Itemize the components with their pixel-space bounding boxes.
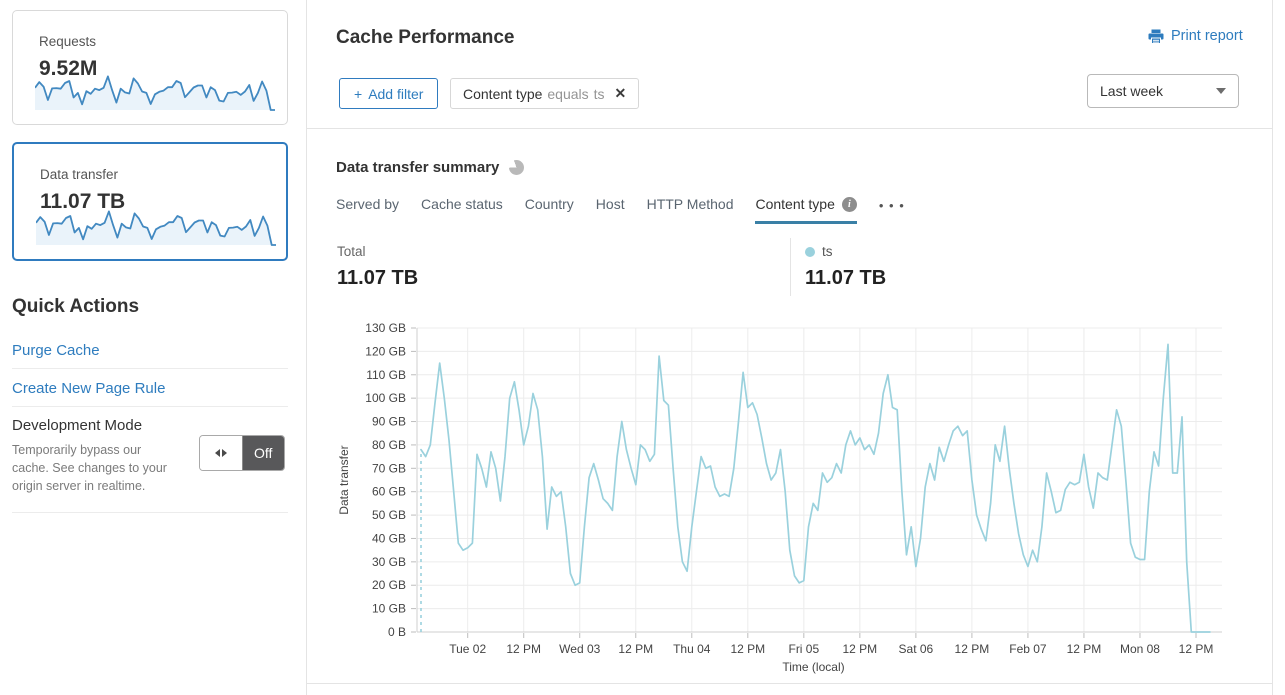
add-filter-button[interactable]: + Add filter bbox=[339, 78, 439, 109]
requests-metric-card[interactable]: Requests 9.52M bbox=[12, 10, 288, 125]
divider bbox=[12, 512, 288, 513]
printer-icon bbox=[1148, 29, 1164, 44]
data-transfer-sparkline bbox=[36, 210, 276, 246]
filter-chip[interactable]: Content type equals ts ✕ bbox=[450, 78, 640, 109]
toggle-off-label[interactable]: Off bbox=[242, 436, 284, 470]
tab-label: Served by bbox=[336, 196, 400, 212]
y-tick-label: 120 GB bbox=[365, 344, 406, 358]
legend-swatch bbox=[805, 246, 815, 257]
x-tick-label: 12 PM bbox=[1067, 642, 1102, 656]
divider bbox=[12, 406, 288, 407]
summary-tabs: Served by Cache status Country Host HTTP Met… bbox=[336, 196, 905, 224]
chart-canvas: 0 B 10 GB 20 GB 30 GB 40 GB 50 GB 60 GB 70 GB 80… bbox=[337, 321, 1222, 674]
page-title: Cache Performance bbox=[336, 27, 515, 48]
time-range-value: Last week bbox=[1100, 83, 1164, 99]
tab-served-by[interactable]: Served by bbox=[336, 196, 399, 221]
tab-label: HTTP Method bbox=[646, 196, 734, 212]
y-tick-label: 20 GB bbox=[372, 578, 406, 592]
bottom-divider bbox=[307, 683, 1272, 684]
chip-value: ts bbox=[593, 85, 605, 102]
y-tick-label: 0 B bbox=[388, 625, 406, 639]
data-transfer-chart: 0 B 10 GB 20 GB 30 GB 40 GB 50 GB 60 GB 70 GB 80… bbox=[325, 312, 1272, 683]
legend-name: ts bbox=[822, 244, 833, 259]
print-report-label: Print report bbox=[1171, 28, 1243, 44]
purge-cache-link[interactable]: Purge Cache bbox=[12, 342, 100, 359]
x-tick-label: 12 PM bbox=[1179, 642, 1214, 656]
tab-http-method[interactable]: HTTP Method bbox=[647, 196, 734, 221]
y-tick-label: 60 GB bbox=[372, 485, 406, 499]
y-tick-label: 110 GB bbox=[366, 368, 406, 382]
tab-country[interactable]: Country bbox=[525, 196, 574, 221]
quick-actions-title: Quick Actions bbox=[12, 296, 140, 317]
header-divider bbox=[307, 128, 1272, 129]
tab-cache-status[interactable]: Cache status bbox=[421, 196, 503, 221]
y-tick-label: 90 GB bbox=[372, 415, 406, 429]
y-tick-label: 130 GB bbox=[365, 321, 406, 335]
time-range-select[interactable]: Last week bbox=[1087, 74, 1239, 108]
y-tick-label: 100 GB bbox=[365, 391, 406, 405]
development-mode-toggle[interactable]: Off bbox=[199, 435, 285, 471]
x-axis-title: Time (local) bbox=[782, 660, 844, 674]
plus-icon: + bbox=[354, 85, 363, 102]
data-transfer-metric-card[interactable]: Data transfer 11.07 TB bbox=[12, 142, 288, 261]
add-filter-label: Add filter bbox=[368, 85, 424, 102]
pie-loading-icon bbox=[509, 160, 525, 175]
chip-field: Content type bbox=[463, 85, 543, 102]
tab-label: Country bbox=[524, 196, 574, 212]
stats-divider bbox=[790, 238, 791, 296]
x-tick-label: Wed 03 bbox=[559, 642, 600, 656]
tab-label: Host bbox=[595, 196, 625, 212]
y-axis-title: Data transfer bbox=[337, 445, 351, 514]
y-tick-label: 30 GB bbox=[372, 555, 406, 569]
create-new-page-rule-link[interactable]: Create New Page Rule bbox=[12, 380, 166, 397]
y-tick-label: 40 GB bbox=[372, 531, 406, 545]
summary-title: Data transfer summary bbox=[336, 159, 500, 176]
y-tick-label: 50 GB bbox=[372, 508, 406, 522]
toggle-arrows-icon[interactable] bbox=[200, 436, 243, 470]
x-tick-label: 12 PM bbox=[618, 642, 653, 656]
x-tick-label: 12 PM bbox=[506, 642, 541, 656]
tab-host[interactable]: Host bbox=[596, 196, 625, 221]
tab-label: Content type bbox=[755, 196, 835, 212]
x-tick-label: Sat 06 bbox=[899, 642, 934, 656]
x-tick-label: 12 PM bbox=[730, 642, 765, 656]
x-tick-label: Tue 02 bbox=[449, 642, 486, 656]
x-tick-label: Feb 07 bbox=[1009, 642, 1047, 656]
requests-sparkline bbox=[35, 75, 275, 111]
divider bbox=[12, 368, 288, 369]
tab-label: Cache status bbox=[421, 196, 503, 212]
chart-line-ts bbox=[420, 343, 1211, 633]
requests-card-value: 9.52M bbox=[39, 57, 98, 80]
y-tick-label: 80 GB bbox=[372, 438, 406, 452]
x-tick-label: Mon 08 bbox=[1120, 642, 1160, 656]
total-label: Total bbox=[337, 244, 366, 259]
development-mode-title: Development Mode bbox=[12, 417, 143, 434]
print-report-button[interactable]: Print report bbox=[1148, 28, 1243, 44]
x-tick-label: Thu 04 bbox=[673, 642, 711, 656]
y-tick-label: 70 GB bbox=[372, 461, 406, 475]
panel-right-border bbox=[1272, 0, 1273, 695]
legend-value: 11.07 TB bbox=[805, 267, 887, 289]
tab-content-type[interactable]: Content type i bbox=[755, 196, 857, 224]
development-mode-description: Temporarily bypass our cache. See change… bbox=[12, 443, 167, 493]
chip-operator: equals bbox=[547, 85, 589, 102]
info-icon[interactable]: i bbox=[841, 196, 857, 212]
x-tick-label: 12 PM bbox=[955, 642, 990, 656]
sidebar-main-divider bbox=[306, 0, 307, 695]
caret-down-icon bbox=[1216, 88, 1226, 94]
x-tick-label: 12 PM bbox=[843, 642, 878, 656]
chip-close-icon[interactable]: ✕ bbox=[614, 85, 627, 101]
legend-item-ts[interactable]: ts bbox=[805, 244, 833, 259]
y-tick-label: 10 GB bbox=[372, 602, 406, 616]
more-tabs-button[interactable]: • • • bbox=[878, 198, 905, 213]
data-transfer-card-label: Data transfer bbox=[40, 167, 119, 182]
x-tick-label: Fri 05 bbox=[788, 642, 819, 656]
data-transfer-card-value: 11.07 TB bbox=[40, 190, 126, 213]
total-value: 11.07 TB bbox=[337, 267, 419, 289]
requests-card-label: Requests bbox=[39, 34, 97, 49]
